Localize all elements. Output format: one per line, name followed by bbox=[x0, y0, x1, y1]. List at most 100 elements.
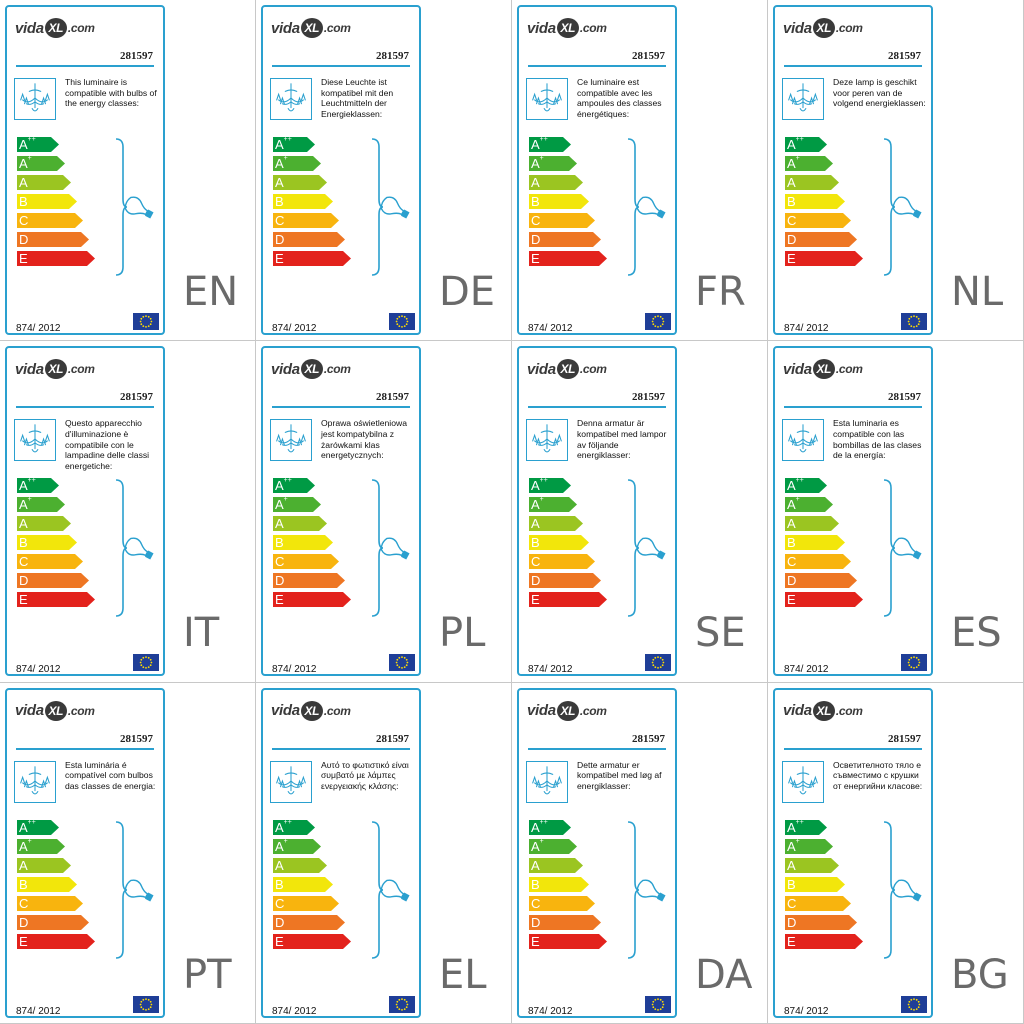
energy-class-letter: A++ bbox=[787, 818, 804, 835]
model-number: 281597 bbox=[888, 50, 921, 62]
energy-class-bar: A+ bbox=[785, 155, 833, 171]
bulb-icon bbox=[892, 537, 922, 560]
energy-class-letter: A++ bbox=[787, 136, 804, 152]
energy-class-letter: A++ bbox=[19, 477, 36, 494]
logo-mark: XL bbox=[300, 700, 323, 721]
header-divider bbox=[784, 65, 922, 67]
energy-class-letter: A+ bbox=[787, 155, 800, 171]
energy-class-letter: A++ bbox=[19, 136, 36, 152]
bulb-icon bbox=[636, 879, 666, 902]
model-number: 281597 bbox=[376, 732, 409, 745]
energy-class-letter: B bbox=[787, 535, 796, 551]
energy-class-letter: A bbox=[275, 516, 284, 532]
regulation-number: 874/ 2012 bbox=[784, 1005, 829, 1017]
header-divider bbox=[528, 406, 666, 409]
energy-class-bar: E bbox=[273, 592, 351, 608]
energy-class-bar: B bbox=[17, 194, 77, 209]
logo-suffix: .com bbox=[67, 362, 95, 377]
energy-class-letter: D bbox=[531, 914, 541, 930]
energy-class-letter: A bbox=[275, 857, 284, 873]
energy-class-letter: A bbox=[19, 857, 28, 873]
energy-class-bar: A bbox=[273, 175, 327, 190]
energy-class-bar: B bbox=[273, 194, 333, 209]
logo-suffix: .com bbox=[67, 21, 95, 35]
label-panel-nl: vida XL .com 281597 bbox=[768, 0, 1024, 342]
energy-class-bar: A+ bbox=[785, 496, 833, 513]
energy-class-bar: A bbox=[17, 175, 71, 190]
energy-class-bar: A+ bbox=[273, 155, 321, 171]
language-code: PT bbox=[183, 951, 232, 998]
header-divider bbox=[784, 406, 922, 409]
logo-suffix: .com bbox=[579, 703, 607, 718]
energy-class-bar: A++ bbox=[17, 477, 59, 494]
logo-mark: XL bbox=[812, 18, 835, 38]
energy-class-bar: A bbox=[529, 516, 583, 532]
energy-label-card: vida XL .com 281597 bbox=[517, 346, 677, 677]
energy-class-scale: A++ A+ A B C D E bbox=[529, 136, 607, 277]
energy-class-letter: E bbox=[531, 251, 540, 266]
energy-class-letter: B bbox=[275, 876, 284, 892]
energy-class-scale: A++ A+ A B C D E bbox=[785, 477, 863, 618]
energy-class-bar: D bbox=[17, 914, 89, 930]
class-bracket bbox=[627, 820, 640, 959]
energy-class-letter: A+ bbox=[19, 837, 32, 854]
brand-logo: vida XL .com bbox=[527, 358, 607, 380]
energy-class-letter: A+ bbox=[531, 155, 544, 171]
header-divider bbox=[272, 406, 410, 409]
regulation-number: 874/ 2012 bbox=[272, 1005, 317, 1017]
energy-class-letter: E bbox=[787, 251, 796, 266]
energy-class-letter: A+ bbox=[531, 496, 544, 513]
bulb-icon bbox=[124, 196, 154, 219]
compatibility-text: Esta luminaria es compatible con las bom… bbox=[833, 418, 922, 461]
energy-class-scale: A++ A+ A B C D E bbox=[785, 136, 863, 277]
compatibility-text: Questo apparecchio d'illuminazione è com… bbox=[65, 418, 150, 471]
energy-class-bar: A bbox=[785, 175, 839, 190]
energy-class-bar: B bbox=[785, 876, 845, 892]
energy-class-bar: C bbox=[529, 213, 595, 228]
energy-class-bar: D bbox=[529, 914, 601, 930]
regulation-number: 874/ 2012 bbox=[528, 1005, 573, 1017]
energy-class-letter: C bbox=[275, 213, 285, 228]
logo-prefix: vida bbox=[527, 702, 556, 720]
energy-class-bar: B bbox=[17, 876, 77, 892]
model-number: 281597 bbox=[376, 50, 409, 62]
regulation-number: 874/ 2012 bbox=[528, 664, 573, 676]
energy-class-letter: D bbox=[275, 232, 285, 247]
logo-suffix: .com bbox=[835, 21, 863, 35]
chandelier-icon bbox=[526, 760, 568, 803]
header-divider bbox=[784, 747, 922, 750]
chandelier-icon bbox=[782, 760, 824, 803]
compatibility-text: Осветителното тяло е съвместимо с крушки… bbox=[833, 759, 923, 791]
energy-class-letter: B bbox=[19, 876, 28, 892]
energy-class-letter: A+ bbox=[787, 496, 800, 513]
energy-class-bar: A++ bbox=[17, 136, 59, 152]
eu-flag-icon bbox=[389, 995, 415, 1013]
energy-class-bar: E bbox=[529, 592, 607, 608]
energy-class-letter: B bbox=[787, 194, 796, 209]
compatibility-text: Diese Leuchte ist kompatibel mit den Leu… bbox=[321, 77, 394, 119]
energy-class-letter: E bbox=[275, 933, 284, 949]
logo-mark: XL bbox=[44, 359, 67, 380]
compatibility-text: This luminaire is compatible with bulbs … bbox=[65, 77, 157, 109]
energy-class-scale: A++ A+ A B C D E bbox=[17, 477, 95, 618]
energy-class-letter: E bbox=[19, 933, 28, 949]
logo-mark: XL bbox=[812, 700, 835, 721]
logo-suffix: .com bbox=[579, 21, 607, 35]
energy-class-letter: E bbox=[275, 592, 284, 608]
header-divider bbox=[16, 747, 154, 750]
logo-mark: XL bbox=[44, 700, 67, 721]
bulb-icon bbox=[124, 537, 154, 560]
energy-class-letter: A+ bbox=[787, 837, 800, 854]
chandelier-icon bbox=[782, 78, 824, 120]
energy-class-bar: A+ bbox=[273, 838, 321, 854]
energy-class-bar: B bbox=[529, 535, 589, 551]
class-bracket bbox=[371, 820, 384, 959]
label-panel-se: vida XL .com 281597 bbox=[512, 341, 768, 683]
energy-class-letter: A bbox=[19, 175, 28, 190]
energy-class-bar: D bbox=[273, 573, 345, 589]
chandelier-icon bbox=[526, 419, 568, 462]
compatibility-text: Αυτό το φωτιστικό είναι συμβατό με λάμπε… bbox=[321, 759, 409, 791]
logo-mark: XL bbox=[300, 359, 323, 380]
language-code: PL bbox=[439, 610, 486, 657]
eu-flag-icon bbox=[133, 995, 159, 1013]
